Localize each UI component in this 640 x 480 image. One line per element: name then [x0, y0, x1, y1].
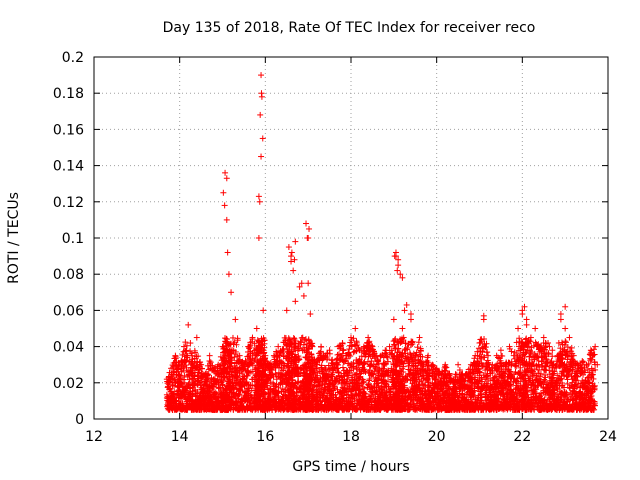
data-point	[339, 364, 346, 371]
data-points	[163, 72, 601, 413]
data-point	[414, 344, 421, 351]
data-point	[169, 373, 176, 380]
data-point	[174, 390, 181, 397]
data-point	[178, 368, 185, 375]
data-point	[395, 345, 402, 352]
data-point	[177, 374, 184, 381]
data-point	[182, 339, 189, 346]
data-point	[415, 339, 422, 346]
data-point	[187, 340, 194, 347]
chart-title: Day 135 of 2018, Rate Of TEC Index for r…	[163, 20, 536, 36]
data-point	[164, 403, 171, 410]
data-point	[173, 366, 180, 373]
data-point	[471, 355, 478, 362]
data-point	[176, 402, 183, 409]
